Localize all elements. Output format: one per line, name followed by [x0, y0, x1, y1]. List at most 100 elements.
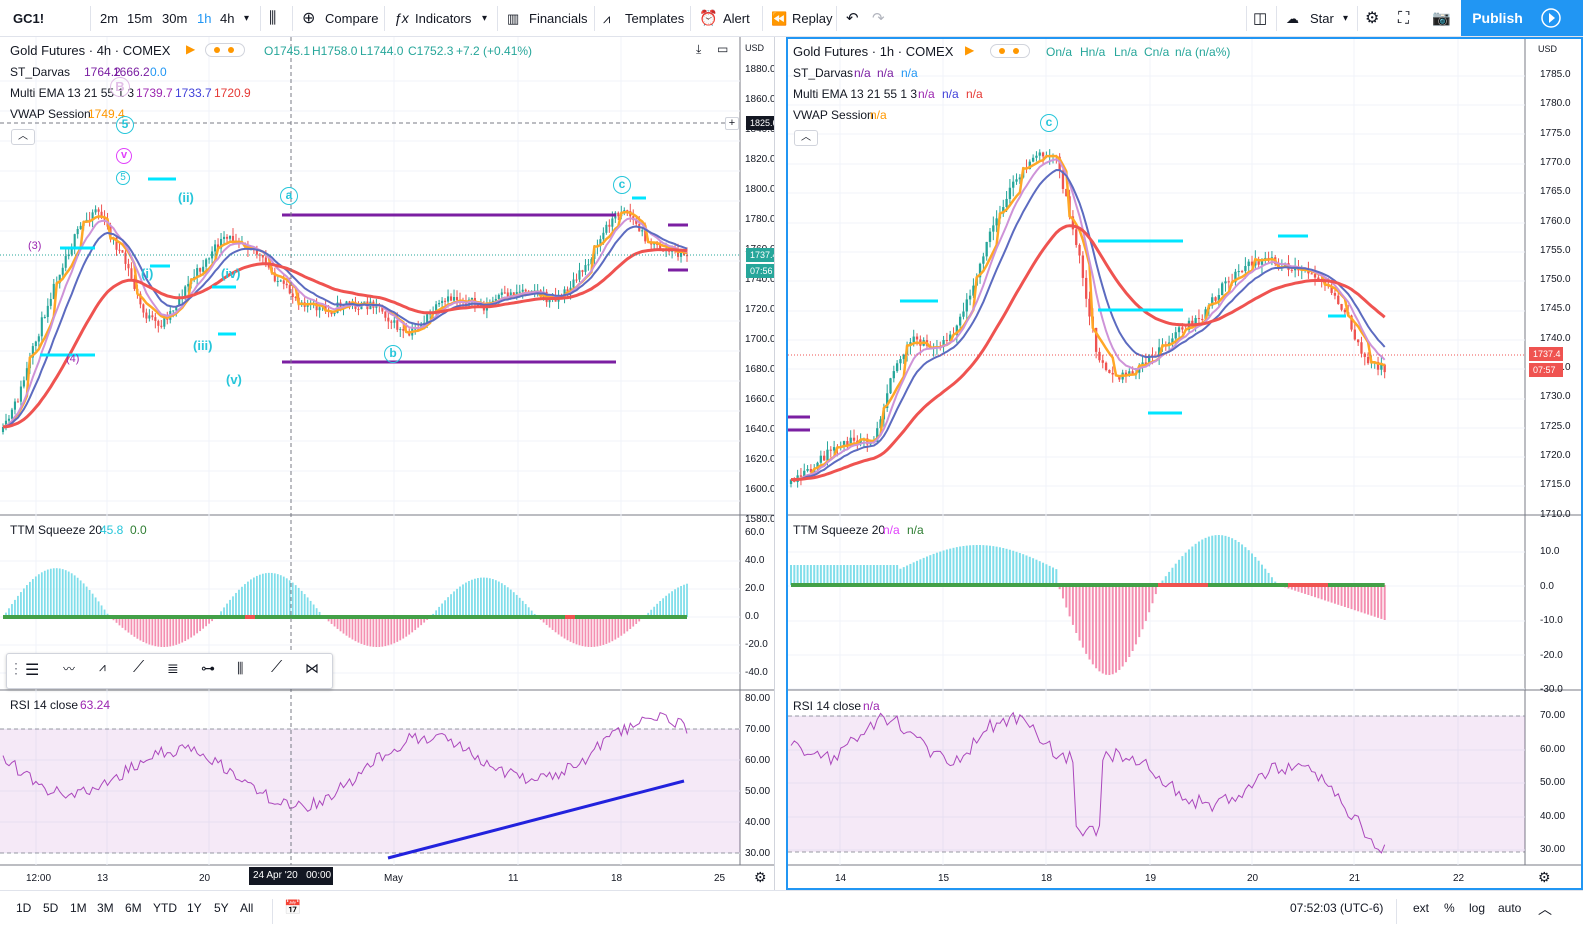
indicators-dropdown-icon[interactable]: ▾ — [482, 13, 488, 24]
right-chart-title[interactable]: Gold Futures · 1h · COMEX — [793, 44, 954, 59]
trend-line-icon[interactable]: ⟋ — [133, 659, 145, 676]
drag-handle-icon[interactable]: ⋮ — [9, 660, 23, 676]
range-1m-button[interactable]: 1M — [70, 901, 87, 915]
candle — [61, 267, 64, 275]
price-tick-label: 1725.0 — [1540, 420, 1571, 432]
right-ind1-v2: n/a — [877, 66, 894, 80]
left-ttm-name[interactable]: TTM Squeeze 20 — [10, 523, 103, 537]
range-5y-button[interactable]: 5Y — [214, 901, 229, 915]
interval-30m[interactable]: 30m — [162, 11, 188, 26]
right-collapse-legend-button[interactable]: ︿ — [794, 130, 818, 146]
templates-icon[interactable]: ⩘ — [603, 11, 611, 26]
range-5d-button[interactable]: 5D — [43, 901, 59, 915]
financials-icon[interactable]: ▥ — [507, 11, 520, 26]
right-ind2-v3: n/a — [966, 87, 983, 101]
layout-icon[interactable]: ◫ — [1253, 10, 1268, 27]
left-ind1-v1: 1764.2 — [84, 65, 121, 79]
candle — [1104, 362, 1108, 371]
play-button[interactable] — [1534, 0, 1583, 36]
range-all-button[interactable]: All — [240, 901, 254, 915]
interval-2m[interactable]: 2m — [100, 11, 119, 26]
right-ind2-name[interactable]: Multi EMA 13 21 55 1 3 — [793, 87, 918, 101]
clock-timezone[interactable]: 07:52:03 (UTC-6) — [1290, 901, 1384, 915]
compare-icon[interactable]: ⊕ — [302, 10, 316, 27]
left-chart-canvas[interactable] — [0, 37, 775, 890]
price-tick-label: 1715.0 — [1540, 479, 1571, 491]
left-ind1-name[interactable]: ST_Darvas — [10, 65, 71, 79]
range-6m-button[interactable]: 6M — [125, 901, 142, 915]
vertical-lines-icon[interactable]: ⫼ — [237, 660, 244, 676]
replay-icon[interactable]: ⏪ — [771, 11, 788, 26]
log-toggle[interactable]: log — [1469, 901, 1486, 915]
left-ind2-name[interactable]: Multi EMA 13 21 55 1 3 — [10, 86, 135, 100]
left-ind2-v2: 1733.7 — [175, 86, 212, 100]
range-1y-button[interactable]: 1Y — [187, 901, 202, 915]
candle — [599, 239, 602, 247]
templates-button[interactable]: Templates — [625, 11, 685, 26]
interval-4h[interactable]: 4h — [220, 11, 235, 26]
candle — [578, 270, 581, 280]
range-ytd-button[interactable]: YTD — [153, 901, 177, 915]
right-ind3-name[interactable]: VWAP Session — [793, 108, 874, 122]
candle — [958, 316, 962, 326]
collapse-panel-icon[interactable]: ︿ — [1538, 901, 1552, 917]
elliott-wave-icon[interactable]: ⩘ — [99, 660, 106, 674]
right-settings-gear-icon[interactable]: ⚙ — [1538, 869, 1551, 885]
goto-date-icon[interactable]: 📅 — [284, 899, 302, 915]
interval-dropdown-icon[interactable]: ▾ — [244, 13, 250, 24]
left-low: L1744.0 — [360, 44, 404, 58]
fullscreen-icon[interactable]: ⛶ — [1398, 10, 1410, 27]
candle — [127, 263, 130, 269]
candle — [1038, 152, 1041, 156]
line-tool-icon[interactable]: ⟋ — [271, 659, 283, 676]
undo-icon[interactable]: ↶ — [846, 10, 859, 27]
indicators-icon[interactable]: ƒx — [394, 10, 409, 26]
financials-button[interactable]: Financials — [529, 11, 588, 26]
abc-pattern-icon[interactable]: 〰 — [63, 662, 76, 676]
horizontal-lines-icon[interactable]: ☰ — [25, 662, 40, 679]
indicators-button[interactable]: Indicators — [415, 11, 472, 26]
candle — [1260, 259, 1264, 265]
replay-button[interactable]: Replay — [792, 11, 833, 26]
camera-icon[interactable]: 📷 — [1432, 10, 1451, 27]
symbol-search[interactable]: GC1! — [13, 11, 45, 26]
left-rsi-name[interactable]: RSI 14 close — [10, 698, 79, 712]
horizontal-ray-icon[interactable]: ⊶ — [201, 660, 215, 676]
star-button[interactable]: Star — [1310, 11, 1334, 26]
left-ind3-name[interactable]: VWAP Session — [10, 107, 91, 121]
star-dropdown-icon[interactable]: ▾ — [1343, 13, 1349, 24]
right-rsi-name[interactable]: RSI 14 close — [793, 699, 862, 713]
auto-toggle[interactable]: auto — [1498, 901, 1522, 915]
fib-icon[interactable]: ≣ — [167, 660, 179, 676]
left-scroll-icon[interactable]: ⤓ — [696, 42, 702, 56]
alert-icon[interactable]: ⏰ — [699, 10, 718, 27]
interval-15m[interactable]: 15m — [127, 11, 153, 26]
candle — [211, 251, 214, 259]
right-chart-canvas[interactable] — [788, 39, 1581, 888]
redo-icon[interactable]: ↷ — [872, 10, 885, 27]
left-collapse-legend-button[interactable]: ︿ — [11, 129, 35, 145]
compare-button[interactable]: Compare — [325, 11, 379, 26]
bottom-toolbar: 1D 5D 1M 3M 6M YTD 1Y 5Y All 📅 07:52:03 (UTC-6) … — [0, 890, 1583, 934]
right-ind1-name[interactable]: ST_Darvas — [793, 66, 854, 80]
ext-toggle[interactable]: ext — [1413, 901, 1430, 915]
left-settings-gear-icon[interactable]: ⚙ — [754, 869, 767, 885]
gear-icon[interactable]: ⚙ — [1365, 10, 1380, 27]
chart-type-icon[interactable]: ⫼ — [269, 10, 277, 27]
percent-toggle[interactable]: % — [1444, 901, 1455, 915]
range-3m-button[interactable]: 3M — [97, 901, 114, 915]
cloud-icon[interactable]: ☁ — [1286, 11, 1299, 26]
pattern-icon[interactable]: ⋈ — [305, 660, 319, 676]
publish-button[interactable]: Publish — [1461, 0, 1534, 36]
right-ttm-name[interactable]: TTM Squeeze 20 — [793, 523, 886, 537]
left-add-level-button[interactable]: + — [725, 117, 739, 130]
candle — [1071, 216, 1075, 230]
right-market-status — [990, 44, 1030, 58]
left-maximize-icon[interactable]: ▭ — [717, 42, 729, 56]
candle — [217, 244, 220, 249]
alert-button[interactable]: Alert — [723, 11, 750, 26]
interval-1h[interactable]: 1h — [197, 11, 212, 26]
left-chart-title[interactable]: Gold Futures · 4h · COMEX — [10, 43, 171, 58]
price-tick-label: 1745.0 — [1540, 303, 1571, 315]
range-1d-button[interactable]: 1D — [16, 901, 32, 915]
